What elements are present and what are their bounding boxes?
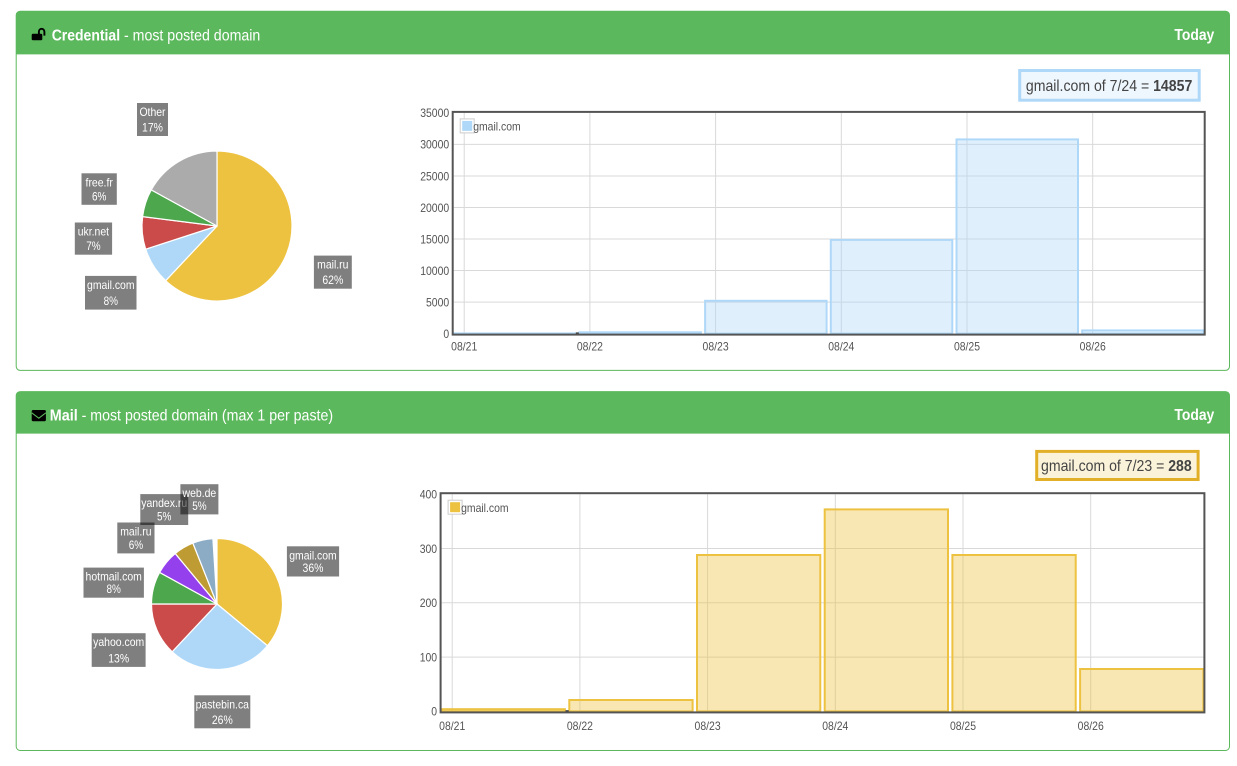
svg-text:0: 0 [443, 327, 449, 341]
svg-text:13%: 13% [108, 651, 129, 665]
svg-text:- most posted domain: - most posted domain [124, 27, 260, 44]
svg-text:gmail.com: gmail.com [87, 278, 135, 292]
svg-text:Today: Today [1174, 27, 1214, 44]
svg-text:mail.ru: mail.ru [317, 258, 348, 272]
svg-text:08/21: 08/21 [451, 339, 477, 353]
svg-text:- most posted domain (max 1 pe: - most posted domain (max 1 per paste) [82, 407, 334, 424]
svg-text:5%: 5% [157, 510, 172, 524]
svg-text:08/24: 08/24 [822, 719, 848, 733]
svg-text:5%: 5% [192, 499, 207, 513]
svg-text:288: 288 [1168, 458, 1192, 475]
svg-text:0: 0 [431, 705, 437, 719]
svg-text:14857: 14857 [1153, 78, 1192, 95]
svg-text:08/26: 08/26 [1078, 719, 1104, 733]
svg-text:25000: 25000 [420, 169, 449, 183]
svg-text:Credential: Credential [52, 27, 120, 44]
svg-text:yahoo.com: yahoo.com [93, 635, 144, 649]
svg-text:08/24: 08/24 [828, 339, 854, 353]
svg-text:08/22: 08/22 [567, 719, 593, 733]
svg-text:gmail.com of 7/23 =: gmail.com of 7/23 = [1041, 458, 1164, 475]
svg-text:free.fr: free.fr [86, 175, 113, 189]
svg-text:400: 400 [420, 488, 438, 502]
svg-text:30000: 30000 [420, 138, 449, 152]
svg-text:yandex.ru: yandex.ru [141, 496, 187, 510]
svg-text:5000: 5000 [426, 295, 449, 309]
svg-text:08/21: 08/21 [439, 719, 465, 733]
svg-text:17%: 17% [142, 121, 163, 135]
svg-text:200: 200 [420, 596, 438, 610]
svg-text:35000: 35000 [420, 106, 449, 120]
svg-text:300: 300 [420, 542, 438, 556]
svg-text:20000: 20000 [420, 201, 449, 215]
svg-text:10000: 10000 [420, 264, 449, 278]
svg-text:8%: 8% [104, 294, 119, 308]
svg-text:Other: Other [139, 105, 165, 119]
svg-text:100: 100 [420, 650, 438, 664]
svg-text:7%: 7% [86, 239, 101, 253]
svg-text:26%: 26% [212, 713, 233, 727]
svg-text:08/23: 08/23 [703, 339, 729, 353]
svg-text:ukr.net: ukr.net [78, 225, 110, 239]
svg-text:8%: 8% [107, 582, 122, 596]
svg-text:08/23: 08/23 [695, 719, 721, 733]
svg-text:Today: Today [1174, 407, 1214, 424]
svg-text:6%: 6% [92, 189, 107, 203]
svg-text:36%: 36% [303, 561, 324, 575]
svg-text:gmail.com: gmail.com [461, 501, 509, 515]
svg-text:mail.ru: mail.ru [120, 525, 151, 539]
svg-text:08/25: 08/25 [954, 339, 980, 353]
svg-text:15000: 15000 [420, 232, 449, 246]
svg-text:08/26: 08/26 [1080, 339, 1106, 353]
svg-text:gmail.com of 7/24 =: gmail.com of 7/24 = [1026, 78, 1149, 95]
svg-text:62%: 62% [322, 273, 343, 287]
svg-text:08/25: 08/25 [950, 719, 976, 733]
svg-text:08/22: 08/22 [577, 339, 603, 353]
svg-text:Mail: Mail [50, 407, 78, 424]
svg-text:gmail.com: gmail.com [473, 120, 521, 134]
svg-text:6%: 6% [129, 538, 144, 552]
svg-text:pastebin.ca: pastebin.ca [196, 697, 250, 711]
